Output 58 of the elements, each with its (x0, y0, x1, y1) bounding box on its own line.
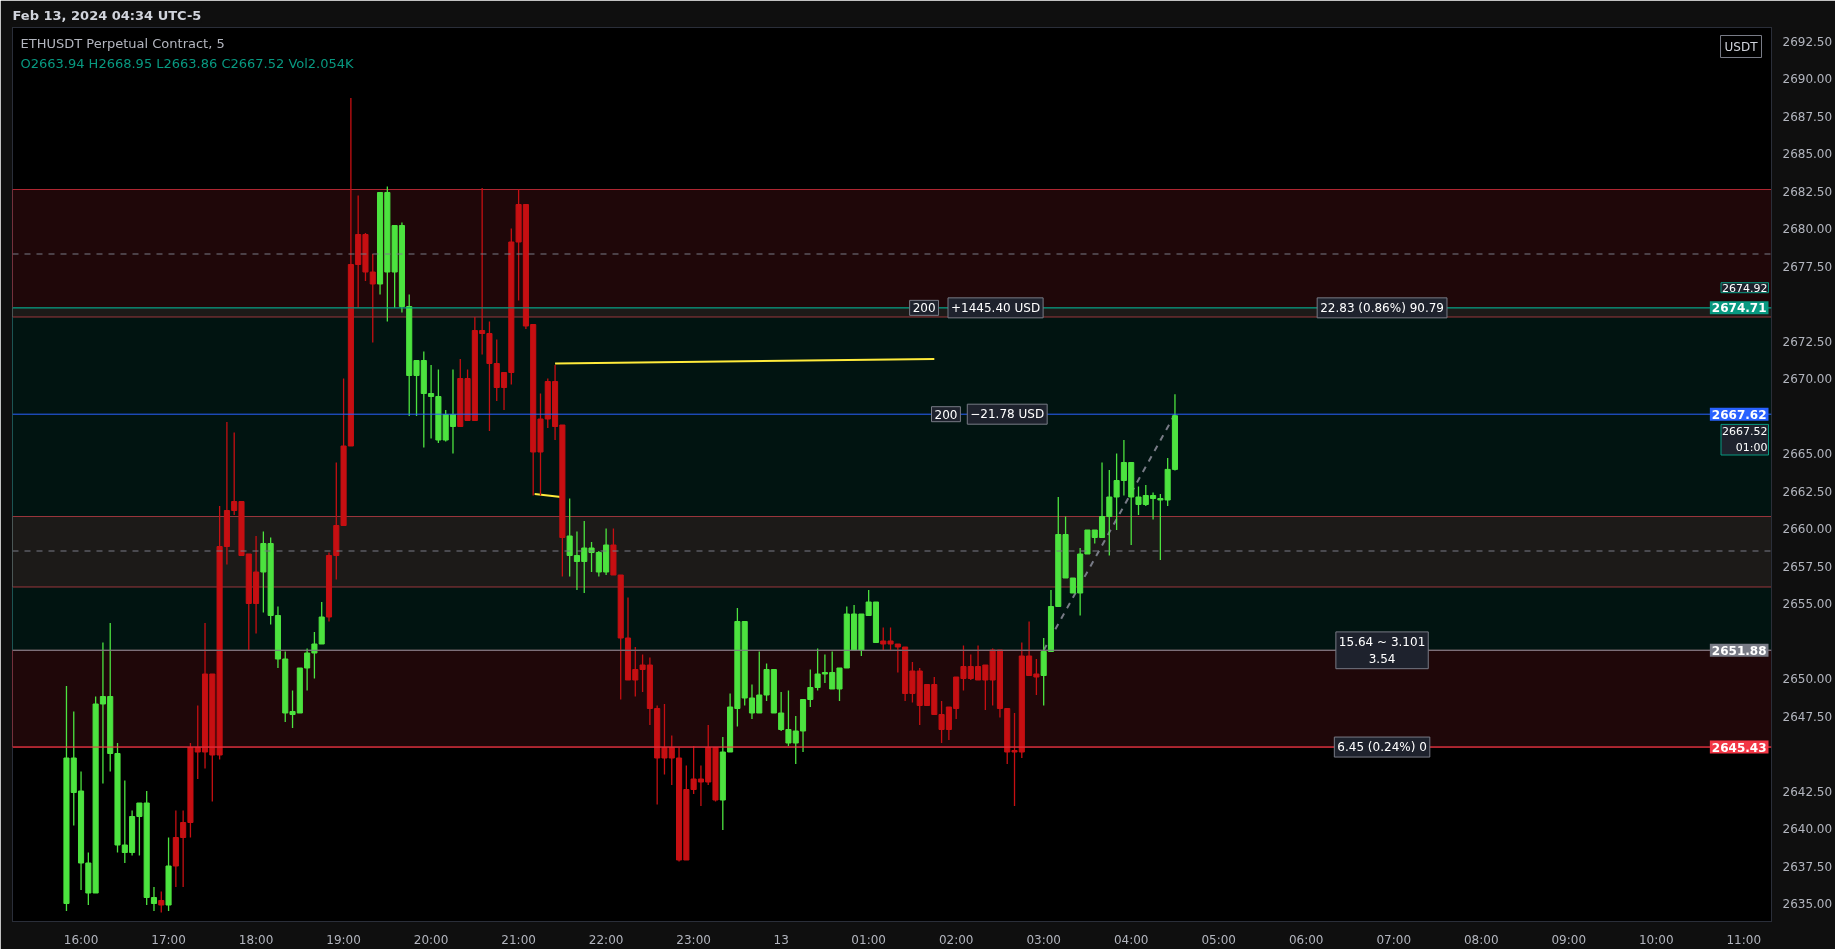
text: O2663.94 H2668.95 L2663.86 C2667.52 Vol2.054K (20, 55, 355, 71)
annotation: 6.45 (0.24%) 0 (1337, 740, 1427, 755)
ref-line-label: 2667.62 (1711, 407, 1767, 422)
annotation: 22.83 (0.86%) 90.79 (1320, 300, 1444, 315)
x-tick-label: 07:00 (1376, 932, 1412, 947)
annotation: 2674.92 (1722, 281, 1768, 295)
x-tick-label: 23:00 (676, 932, 711, 947)
x-tick-label: 22:00 (588, 932, 624, 947)
x-tick-label: 08:00 (1463, 932, 1499, 947)
y-tick-label: 2690.00 (1782, 72, 1833, 86)
x-tick-label: 09:00 (1551, 932, 1587, 947)
x-tick-label: 13 (773, 932, 789, 947)
x-tick-label: 17:00 (151, 932, 186, 947)
ref-line-label: 2651.88 (1711, 643, 1767, 658)
y-tick-label: 2692.50 (1782, 34, 1833, 49)
x-tick-label: 01:00 (851, 932, 886, 947)
annotation: 200 (912, 301, 936, 316)
x-tick-label: 06:00 (1288, 932, 1324, 947)
y-tick-label: 2637.50 (1782, 859, 1833, 874)
x-tick-label: 19:00 (326, 932, 361, 947)
x-tick-label: 05:00 (1201, 932, 1237, 947)
annotation: 200 (934, 407, 958, 422)
y-tick-label: 2655.00 (1782, 597, 1833, 611)
y-tick-label: 2685.00 (1782, 147, 1833, 161)
y-tick-label: 2680.00 (1782, 222, 1833, 236)
y-tick-label: 2662.50 (1782, 484, 1833, 499)
x-tick-label: 02:00 (938, 932, 974, 947)
candlestick (158, 890, 165, 914)
x-tick-label: 18:00 (238, 932, 274, 947)
y-tick-label: 2640.00 (1782, 822, 1833, 836)
y-tick-label: 2635.00 (1782, 897, 1833, 911)
ref-line-label: 2645.43 (1711, 740, 1767, 755)
y-tick-label: 2672.50 (1782, 334, 1833, 349)
x-tick-label: 04:00 (1113, 932, 1149, 947)
x-tick-label: 20:00 (413, 932, 449, 947)
x-tick-label: 10:00 (1638, 932, 1674, 947)
text: ETHUSDT Perpetual Contract, 5 (20, 35, 225, 51)
y-tick-label: 2682.50 (1782, 184, 1833, 199)
text: Feb 13, 2024 04:34 UTC-5 (12, 7, 202, 23)
y-tick-label: 2687.50 (1782, 109, 1833, 124)
y-tick-label: 2650.00 (1782, 672, 1833, 686)
x-tick-label: 16:00 (63, 932, 99, 947)
y-tick-label: 2665.00 (1782, 447, 1833, 461)
x-tick-label: 21:00 (501, 932, 536, 947)
annotation: 15.64 ~ 3.101 3.54 (1338, 634, 1426, 666)
y-tick-label: 2642.50 (1782, 784, 1833, 799)
y-tick-label: 2657.50 (1782, 559, 1833, 574)
annotation: USDT (1724, 39, 1759, 54)
y-tick-label: 2677.50 (1782, 259, 1833, 274)
x-tick-label: 11:00 (1726, 932, 1762, 947)
x-tick-label: 03:00 (1026, 932, 1061, 947)
y-tick-label: 2647.50 (1782, 709, 1833, 724)
annotation: −21.78 USD (970, 407, 1045, 422)
y-tick-label: 2670.00 (1782, 372, 1833, 386)
ref-line-label: 2674.71 (1711, 301, 1767, 316)
y-tick-label: 2660.00 (1782, 522, 1833, 536)
annotation: +1445.40 USD (950, 300, 1041, 315)
annotation: 2667.52 01:00 (1722, 425, 1768, 454)
